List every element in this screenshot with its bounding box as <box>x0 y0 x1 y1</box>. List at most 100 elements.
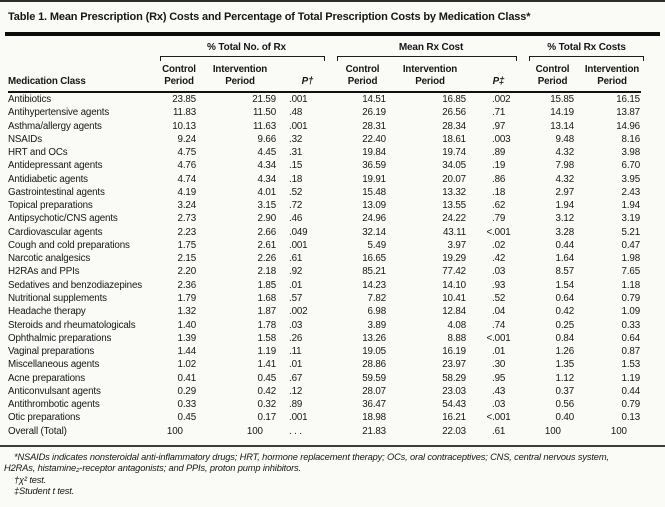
table-cell: 2.66 <box>257 226 277 238</box>
table-cell: 77.42 <box>442 266 466 278</box>
table-cell: . . . <box>289 425 302 437</box>
table-cell: .01 <box>492 346 506 358</box>
table-cell: 1.54 <box>555 279 575 291</box>
row-label: Overall (Total) <box>8 425 67 437</box>
table-cell: 28.34 <box>442 120 466 132</box>
table-cell: 1.41 <box>257 359 277 371</box>
table-cell: .18 <box>492 186 506 198</box>
table-cell: .42 <box>492 253 506 265</box>
table-cell: .03 <box>492 266 506 278</box>
table-cell: .61 <box>289 253 303 265</box>
table-cell: 8.16 <box>621 133 641 145</box>
row-label: Antithrombotic agents <box>8 399 100 411</box>
header-rule <box>8 91 641 93</box>
table-cell: 16.21 <box>442 412 466 424</box>
table-cell: 0.25 <box>555 319 575 331</box>
table-cell: .003 <box>492 133 511 145</box>
table-cell: 1.12 <box>555 372 575 384</box>
table-cell: 0.47 <box>621 239 641 251</box>
table-cell: 1.79 <box>177 292 197 304</box>
group-header-total-no-rx: % Total No. of Rx <box>207 42 286 53</box>
table-cell: 0.32 <box>257 399 277 411</box>
column-header-g2-control: Control Period <box>345 64 380 87</box>
group-bracket-2 <box>337 56 517 61</box>
table-cell: 21.83 <box>362 425 386 437</box>
table-cell: 3.28 <box>555 226 575 238</box>
row-label: Antipsychotic/CNS agents <box>8 213 118 225</box>
table-cell: 1.78 <box>257 319 277 331</box>
column-header-g1-control: Control Period <box>162 64 196 87</box>
row-label: Narcotic analgesics <box>8 253 91 265</box>
table-cell: 18.98 <box>362 412 386 424</box>
table-cell: .02 <box>492 239 506 251</box>
table-cell: 26.56 <box>442 107 466 119</box>
table-cell: 1.68 <box>257 292 277 304</box>
table-cell: 0.17 <box>257 412 277 424</box>
table-cell: .30 <box>492 359 506 371</box>
table-cell: .48 <box>289 107 303 119</box>
table-cell: 2.43 <box>621 186 641 198</box>
table-cell: 14.23 <box>362 279 386 291</box>
table-cell: 0.44 <box>621 385 641 397</box>
table-cell: 0.87 <box>621 346 641 358</box>
table-cell: .18 <box>289 173 303 185</box>
table-cell: 43.11 <box>442 226 466 238</box>
table-cell: .52 <box>289 186 303 198</box>
table-cell: 0.29 <box>177 385 197 397</box>
table-cell: 4.75 <box>177 147 197 159</box>
column-header-g3-intervention: Intervention Period <box>584 64 640 87</box>
table-cell: 8.57 <box>555 266 575 278</box>
row-label: Headache therapy <box>8 306 86 318</box>
table-cell: 13.55 <box>442 200 466 212</box>
table-cell: .57 <box>289 292 303 304</box>
table-cell: 0.45 <box>177 412 197 424</box>
table-cell: .001 <box>289 239 308 251</box>
table-cell: 0.42 <box>257 385 277 397</box>
table-cell: 9.66 <box>257 133 277 145</box>
table-cell: 0.37 <box>555 385 575 397</box>
table-cell: 1.18 <box>621 279 641 291</box>
table-cell: .62 <box>492 200 506 212</box>
table-cell: .001 <box>289 120 308 132</box>
table-cell: 4.19 <box>177 186 197 198</box>
table-cell: 1.85 <box>257 279 277 291</box>
table-cell: .89 <box>492 147 506 159</box>
row-label: Miscellaneous agents <box>8 359 100 371</box>
row-label: Anticonvulsant agents <box>8 385 101 397</box>
row-label: NSAIDs <box>8 133 42 145</box>
row-label: Nutritional supplements <box>8 292 107 304</box>
table-cell: .049 <box>289 226 308 238</box>
table-grid: % Total No. of Rx Mean Rx Cost % Total R… <box>0 36 665 438</box>
table-cell: 1.58 <box>257 332 277 344</box>
table-cell: 2.15 <box>177 253 197 265</box>
table-cell: 3.89 <box>367 319 387 331</box>
table-cell: 54.43 <box>442 399 466 411</box>
column-header-medication-class: Medication Class <box>8 75 86 87</box>
table-cell: 3.19 <box>621 213 641 225</box>
table-cell: 2.20 <box>177 266 197 278</box>
table-cell: 4.01 <box>257 186 277 198</box>
table-cell: 7.98 <box>555 160 575 172</box>
table-cell: .03 <box>492 399 506 411</box>
table-cell: 24.22 <box>442 213 466 225</box>
table-cell: 10.41 <box>442 292 466 304</box>
table-cell: 14.96 <box>616 120 640 132</box>
table-cell: 28.07 <box>362 385 386 397</box>
table-cell: 1.26 <box>555 346 575 358</box>
table-cell: 100.00 <box>610 425 627 437</box>
row-label: Antihypertensive agents <box>8 107 110 119</box>
footnote-chi-square: †χ² test. <box>14 474 47 485</box>
table-cell: .43 <box>492 385 506 397</box>
table-cell: 36.47 <box>362 399 386 411</box>
table-cell: .15 <box>289 160 303 172</box>
table-cell: 0.79 <box>621 292 641 304</box>
table-cell: 59.59 <box>362 372 386 384</box>
table-cell: 2.97 <box>555 186 575 198</box>
table-cell: .31 <box>289 147 303 159</box>
table-cell: 0.42 <box>555 306 575 318</box>
table-cell: 2.23 <box>177 226 197 238</box>
table-cell: 9.24 <box>177 133 197 145</box>
table-cell: 13.14 <box>550 120 574 132</box>
table-cell: 0.84 <box>555 332 575 344</box>
table-cell: .61 <box>492 425 506 437</box>
